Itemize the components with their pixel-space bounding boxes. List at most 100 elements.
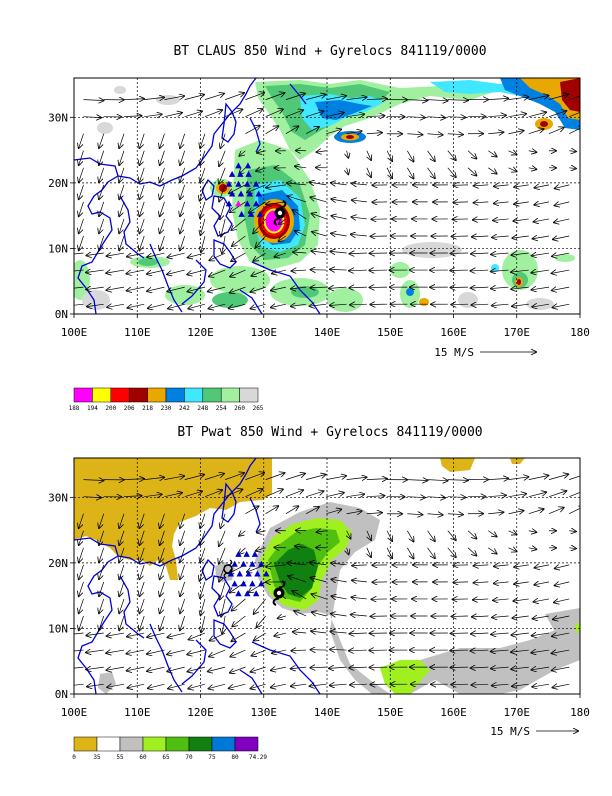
wind-arrow [291,650,306,651]
wind-arrow [201,616,205,632]
wind-arrow [428,134,443,135]
wind-arrow [180,185,185,199]
wind-arrow [119,202,124,216]
wind-arrow [471,287,489,288]
wind-arrow [534,202,549,205]
wind-arrow [148,304,165,308]
wind-arrow [147,650,165,654]
wind-arrow [278,616,286,618]
wind-arrow [471,633,488,634]
colorbar-swatch [120,737,143,751]
wind-arrow [351,234,367,236]
wind-arrow [407,168,413,179]
wind-arrow [534,219,549,222]
wind-arrow [99,134,104,148]
x-tick-label: 110E [124,706,151,719]
wind-arrow [471,270,489,271]
colorbar-swatch [74,737,97,751]
gyre-triangle [231,561,237,567]
wind-arrow [448,514,463,515]
wind-arrow [407,531,413,542]
wind-arrow [349,287,367,288]
cloud-patches [70,78,580,312]
wind-arrow [107,304,124,307]
wind-arrow [205,94,224,100]
wind-arrow [160,185,165,199]
wind-arrow [180,219,185,233]
wind-arrow [509,131,524,134]
wind-arrow [448,151,456,160]
wind-arrow [128,304,145,308]
wind-arrow [168,304,185,308]
wind-arrow [529,492,546,496]
wind-arrow [200,514,205,528]
wind-arrow [127,667,144,671]
wind-arrow [86,633,103,635]
wind-arrow [352,183,367,184]
panel-title: BT Pwat 850 Wind + Gyrelocs 841119/0000 [177,425,482,440]
wind-arrow [306,475,325,480]
wind-arrow [428,100,448,101]
wind-arrow [128,684,145,688]
gyre-triangle [240,580,246,586]
x-tick-label: 170E [504,706,531,719]
wind-arrow [106,667,123,670]
wind-arrow [448,548,456,557]
y-tick-label: 30N [48,111,68,124]
wind-arrow [147,287,164,291]
wind-arrow [474,185,489,186]
wind-arrow [139,599,144,613]
wind-arrow [127,287,144,291]
wind-arrow [448,134,463,135]
wind-arrow [494,185,509,187]
wind-arrow [66,667,84,669]
wind-arrow [185,95,204,100]
wind-arrow [209,253,225,260]
wind-arrow [330,269,347,270]
wind-arrow [139,168,144,182]
gyre-triangle [249,580,255,586]
wind-arrow [407,514,422,515]
wind-arrow [119,565,124,579]
wind-arrow [326,476,346,480]
wind-arrow [167,253,184,257]
wind-arrow [553,304,570,307]
wind-arrow [509,97,529,100]
wind-arrow [286,506,298,514]
wind-arrow [569,151,576,152]
wind-arrow [274,633,286,636]
wind-arrow [448,480,468,481]
wind-arrow [79,151,84,165]
wind-arrow [534,599,549,602]
wind-arrow [349,253,366,254]
wind-arrow [180,151,185,165]
wind-arrow [148,684,165,688]
y-tick-label: 20N [48,177,68,190]
y-tick-label: 20N [48,557,68,570]
wind-arrow [491,287,509,288]
wind-arrow [352,565,367,566]
gyre-triangle [253,590,259,596]
wind-arrow [488,132,503,133]
x-tick-label: 120E [187,326,214,339]
x-tick-label: 180 [570,326,590,339]
wind-arrow [200,168,205,182]
wind-arrow [257,531,266,533]
colorbar-swatch [111,388,129,402]
wind-arrow [448,531,456,540]
wind-arrow [513,599,528,601]
wind-arrow [220,582,225,599]
gyre-triangle [235,590,241,596]
wind-arrow [79,548,84,562]
wind-arrow [119,168,124,182]
wind-arrow [509,114,527,117]
colorbar-label: 35 [93,754,101,761]
wind-arrow [292,270,307,271]
wind-arrow [127,270,145,274]
gyre-triangle [249,561,255,567]
wind-arrow [180,565,185,579]
wind-arrow [160,565,165,579]
wind-arrow [266,126,279,134]
x-tick-label: 170E [504,326,531,339]
